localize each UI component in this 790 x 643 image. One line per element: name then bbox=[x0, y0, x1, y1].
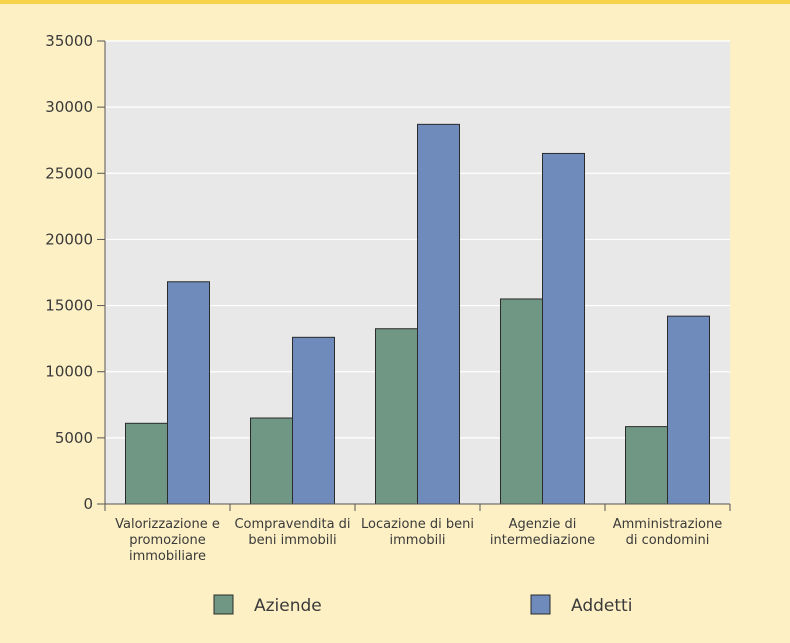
x-tick-label-2-0: Locazione di beni bbox=[361, 517, 474, 532]
x-tick-label-0-1: promozione bbox=[129, 533, 206, 548]
bar-aziende-2 bbox=[375, 328, 418, 505]
x-tick-label-0-0: Valorizzazione e bbox=[115, 517, 220, 532]
y-tick-label-15000: 15000 bbox=[45, 297, 93, 315]
legend-label-aziende: Aziende bbox=[254, 596, 322, 616]
legend-swatch-aziende bbox=[213, 594, 234, 615]
legend-label-addetti: Addetti bbox=[571, 596, 632, 616]
bar-aziende-4 bbox=[625, 426, 668, 505]
x-tick-label-4-0: Amministrazione bbox=[613, 517, 723, 532]
y-tick-label-30000: 30000 bbox=[45, 98, 93, 116]
x-tick-label-2-1: immobili bbox=[390, 533, 446, 548]
bar-addetti-0 bbox=[167, 281, 210, 505]
x-tick-label-3-0: Agenzie di bbox=[509, 517, 577, 532]
bar-addetti-4 bbox=[667, 315, 710, 505]
bar-addetti-1 bbox=[292, 336, 335, 505]
bar-aziende-0 bbox=[125, 422, 168, 505]
x-tick-label-4-1: di condomini bbox=[626, 533, 710, 548]
x-tick-label-1-1: beni immobili bbox=[248, 533, 336, 548]
bar-chart: 0 5000 10000 15000 20000 25000 30000 35000 Valor… bbox=[45, 32, 731, 616]
x-tick-label-3-1: intermediazione bbox=[490, 533, 595, 548]
x-tick-label-1-0: Compravendita di bbox=[234, 517, 350, 532]
legend-swatch-addetti bbox=[530, 594, 551, 615]
bar-aziende-1 bbox=[250, 417, 293, 505]
x-tick-label-0-2: immobiliare bbox=[129, 549, 206, 564]
y-tick-label-20000: 20000 bbox=[45, 230, 93, 248]
y-tick-label-5000: 5000 bbox=[55, 429, 93, 447]
y-tick-label-35000: 35000 bbox=[45, 32, 93, 50]
bar-addetti-3 bbox=[542, 152, 585, 505]
bar-addetti-2 bbox=[417, 123, 460, 505]
y-tick-label-0: 0 bbox=[83, 495, 93, 513]
y-tick-label-10000: 10000 bbox=[45, 363, 93, 381]
bar-aziende-3 bbox=[500, 298, 543, 505]
y-tick-label-25000: 25000 bbox=[45, 164, 93, 182]
